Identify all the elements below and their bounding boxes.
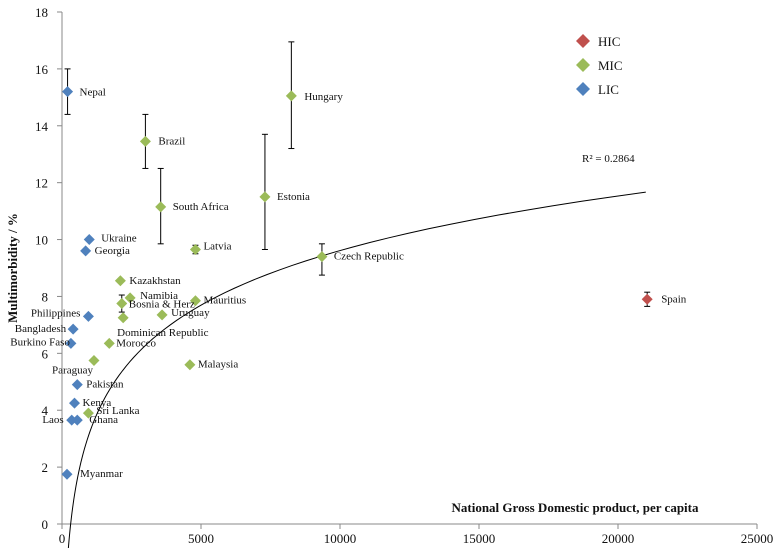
error-bars [64, 41, 651, 313]
x-axis-title: National Gross Domestic product, per cap… [452, 500, 699, 515]
y-tick-label: 0 [42, 517, 49, 532]
y-tick-label: 12 [35, 176, 48, 191]
point-label: Ukraine [101, 233, 137, 245]
point-label: Burkino Faso [10, 336, 70, 348]
point-label: Georgia [95, 245, 130, 257]
point-label: Myanmar [80, 468, 123, 480]
data-point-namibia [124, 292, 136, 304]
point-label: Bosnia & Herz [129, 299, 195, 311]
data-point-bangladesh [67, 323, 79, 335]
y-tick-label: 6 [42, 346, 49, 361]
y-tick-label: 18 [35, 5, 48, 20]
r-squared-label: R² = 0.2864 [582, 153, 635, 165]
data-point-malaysia [184, 359, 196, 371]
x-tick-label: 20000 [602, 531, 635, 546]
x-tick-label: 25000 [741, 531, 774, 546]
x-tick-label: 15000 [463, 531, 496, 546]
data-point-uruguay [156, 309, 168, 321]
x-tick-label: 10000 [324, 531, 357, 546]
data-point-kenya [69, 397, 81, 409]
point-label: Malaysia [198, 359, 238, 371]
point-label: Estonia [277, 191, 310, 203]
data-point-burkino-faso [65, 337, 77, 349]
data-point-pakistan [71, 379, 83, 391]
y-axis-ticks: 0 2 4 6 8 10 12 14 16 18 [35, 5, 62, 532]
point-label: Hungary [304, 91, 343, 103]
legend: HIC MIC LIC [576, 34, 623, 97]
legend-marker-mic [576, 58, 590, 72]
x-tick-label: 0 [59, 531, 66, 546]
y-tick-label: 14 [35, 119, 49, 134]
y-tick-label: 4 [42, 403, 49, 418]
point-label: Dominican Republic [117, 327, 208, 339]
point-label: Bangladesh [15, 323, 67, 335]
point-label: Kazakhstan [129, 275, 181, 287]
y-tick-label: 16 [35, 62, 49, 77]
point-label: Kenya [83, 397, 112, 409]
data-point-south-africa [155, 201, 167, 213]
point-label: Uruguay [171, 307, 210, 319]
data-point-czech-republic [316, 251, 328, 263]
data-point-paraguay [88, 354, 100, 366]
point-label: Philippines [31, 307, 81, 319]
x-tick-label: 5000 [188, 531, 214, 546]
data-point-dominican-republic [117, 312, 129, 324]
point-label: Latvia [203, 241, 231, 253]
data-point-spain [641, 293, 653, 305]
data-point-mauritius [189, 295, 201, 307]
point-label: Ghana [89, 414, 118, 426]
data-point-nepal [62, 86, 74, 98]
point-labels: Nepal Hungary Brazil South Africa Estonia Ukr… [10, 87, 686, 481]
point-label: Pakistan [86, 379, 124, 391]
y-tick-label: 8 [42, 289, 49, 304]
data-point-bosnia-herz [116, 298, 128, 310]
data-points [61, 86, 653, 480]
legend-marker-hic [576, 34, 590, 48]
data-point-sri-lanka [82, 407, 94, 419]
data-point-philippines [82, 310, 94, 322]
point-label: Morocco [116, 337, 156, 349]
legend-label: HIC [598, 34, 620, 49]
data-point-estonia [259, 191, 271, 203]
data-point-kazakhstan [114, 275, 126, 287]
point-label: Sri Lanka [96, 405, 139, 417]
x-axis-ticks: 0 5000 10000 15000 20000 25000 [59, 524, 774, 546]
point-label: Paraguay [52, 364, 93, 376]
point-label: South Africa [173, 201, 229, 213]
point-label: Namibia [140, 290, 178, 302]
y-tick-label: 2 [42, 460, 49, 475]
data-point-laos [66, 414, 78, 426]
trendline [67, 191, 646, 553]
point-label: Laos [42, 414, 63, 426]
y-tick-label: 10 [35, 233, 48, 248]
legend-label: LIC [598, 82, 619, 97]
point-label: Mauritius [203, 295, 246, 307]
data-point-myanmar [61, 468, 73, 480]
data-point-ukraine [83, 234, 95, 246]
legend-label: MIC [598, 58, 623, 73]
point-label: Spain [661, 293, 687, 305]
point-label: Nepal [80, 87, 106, 99]
point-label: Brazil [158, 135, 185, 147]
y-axis-title: Multimorbidity / % [5, 213, 20, 323]
legend-marker-lic [576, 82, 590, 96]
point-label: Czech Republic [334, 251, 404, 263]
axes: 0 5000 10000 15000 20000 25000 0 2 4 6 8 10 12 14 16 1… [35, 5, 773, 546]
data-point-hungary [285, 90, 297, 102]
data-point-georgia [80, 245, 92, 257]
data-point-ghana [71, 414, 83, 426]
data-point-morocco [103, 337, 115, 349]
data-point-latvia [189, 244, 201, 256]
data-point-brazil [139, 135, 151, 147]
